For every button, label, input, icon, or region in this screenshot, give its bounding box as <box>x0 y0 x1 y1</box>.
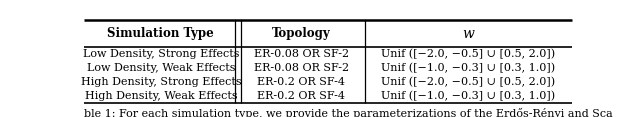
Text: Simulation Type: Simulation Type <box>108 27 214 40</box>
Text: Unif ([−2.0, −0.5] ∪ [0.5, 2.0]): Unif ([−2.0, −0.5] ∪ [0.5, 2.0]) <box>381 77 556 87</box>
Text: Unif ([−1.0, −0.3] ∪ [0.3, 1.0]): Unif ([−1.0, −0.3] ∪ [0.3, 1.0]) <box>381 91 556 101</box>
Text: ER-0.08 OR SF-2: ER-0.08 OR SF-2 <box>253 63 349 73</box>
Text: Unif ([−2.0, −0.5] ∪ [0.5, 2.0]): Unif ([−2.0, −0.5] ∪ [0.5, 2.0]) <box>381 49 556 60</box>
Text: High Density, Strong Effects: High Density, Strong Effects <box>81 77 241 87</box>
Text: ER-0.08 OR SF-2: ER-0.08 OR SF-2 <box>253 49 349 59</box>
Text: Low Density, Strong Effects: Low Density, Strong Effects <box>83 49 239 59</box>
Text: Topology: Topology <box>272 27 330 40</box>
Text: ble 1: For each simulation type, we provide the parameterizations of the Erdős-R: ble 1: For each simulation type, we prov… <box>84 108 612 117</box>
Text: Unif ([−1.0, −0.3] ∪ [0.3, 1.0]): Unif ([−1.0, −0.3] ∪ [0.3, 1.0]) <box>381 63 556 73</box>
Text: w: w <box>462 27 474 41</box>
Text: High Density, Weak Effects: High Density, Weak Effects <box>84 91 237 101</box>
Text: Low Density, Weak Effects: Low Density, Weak Effects <box>86 63 235 73</box>
Text: ER-0.2 OR SF-4: ER-0.2 OR SF-4 <box>257 77 345 87</box>
Text: ER-0.2 OR SF-4: ER-0.2 OR SF-4 <box>257 91 345 101</box>
